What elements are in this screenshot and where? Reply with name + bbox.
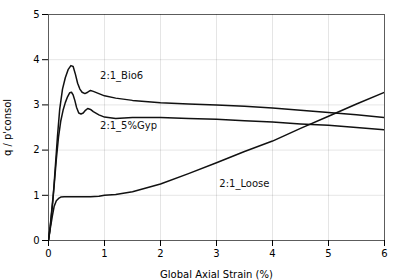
svg-text:0: 0 <box>33 235 39 246</box>
svg-text:5: 5 <box>325 248 331 259</box>
svg-text:Global Axial Strain (%): Global Axial Strain (%) <box>160 269 273 280</box>
svg-text:2: 2 <box>33 144 39 155</box>
svg-text:2:1_5%Gyp: 2:1_5%Gyp <box>100 120 157 132</box>
svg-text:4: 4 <box>269 248 275 259</box>
svg-text:1: 1 <box>33 190 39 201</box>
svg-text:5: 5 <box>33 9 39 20</box>
svg-text:2:1_Loose: 2:1_Loose <box>219 178 269 190</box>
svg-text:q / p'consol: q / p'consol <box>2 99 13 156</box>
svg-text:2: 2 <box>157 248 163 259</box>
svg-text:1: 1 <box>101 248 107 259</box>
svg-text:6: 6 <box>381 248 387 259</box>
svg-text:0: 0 <box>45 248 51 259</box>
svg-text:4: 4 <box>33 54 39 65</box>
svg-text:3: 3 <box>213 248 219 259</box>
svg-text:2:1_Bio6: 2:1_Bio6 <box>100 70 143 82</box>
svg-text:3: 3 <box>33 99 39 110</box>
